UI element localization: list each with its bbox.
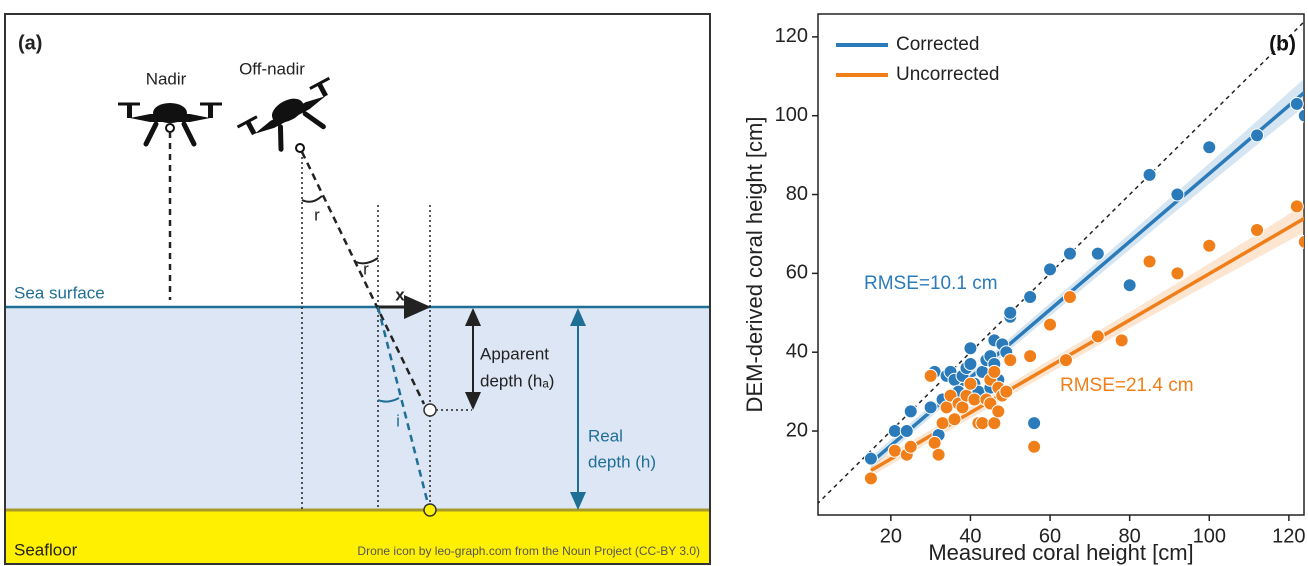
point: [948, 413, 961, 426]
legend-label: Corrected: [896, 34, 979, 55]
panel-label: (b): [1269, 33, 1296, 56]
y-tick-label: 40: [786, 340, 808, 362]
y-tick-label: 60: [786, 262, 808, 284]
point: [900, 425, 913, 438]
point: [1115, 334, 1128, 347]
point: [936, 417, 949, 430]
point: [1171, 188, 1184, 201]
real-depth-label: Real: [588, 426, 623, 445]
point: [1290, 97, 1303, 110]
point: [964, 342, 977, 355]
point: [1203, 141, 1216, 154]
x-tick-label: 120: [1272, 525, 1305, 547]
point: [924, 401, 937, 414]
panel-label: (a): [18, 32, 42, 54]
point: [1044, 263, 1057, 276]
y-tick-label: 100: [775, 104, 808, 126]
diagram-panel: (a) Nadir Off-nadir r r x Sea surface Ap…: [5, 14, 710, 564]
point: [888, 425, 901, 438]
point: [1000, 385, 1013, 398]
x-tick-label: 20: [880, 525, 902, 547]
point: [976, 417, 989, 430]
point: [1004, 354, 1017, 367]
apparent-depth-label: Apparent: [480, 344, 549, 363]
point: [928, 436, 941, 449]
angle-label: r: [314, 205, 320, 224]
point: [956, 401, 969, 414]
point: [904, 440, 917, 453]
point: [1063, 291, 1076, 304]
x-axis-label: Measured coral height [cm]: [928, 540, 1193, 565]
point: [1028, 440, 1041, 453]
point: [932, 448, 945, 461]
real-depth-label: depth (h): [588, 452, 656, 471]
point: [964, 377, 977, 390]
point: [1063, 247, 1076, 260]
point: [924, 369, 937, 382]
water: [6, 307, 709, 510]
x-tick-label: 100: [1193, 525, 1226, 547]
point: [992, 405, 1005, 418]
point: [988, 365, 1001, 378]
point: [1123, 279, 1136, 292]
credit: Drone icon by leo-graph.com from the Nou…: [357, 544, 700, 558]
legend-label: Uncorrected: [896, 64, 1000, 85]
point: [968, 393, 981, 406]
annotation: RMSE=21.4 cm: [1060, 375, 1194, 396]
point: [1091, 330, 1104, 343]
point: [940, 401, 953, 414]
annotation: RMSE=10.1 cm: [864, 273, 998, 294]
point: [864, 452, 877, 465]
camera: [296, 144, 304, 152]
point: [864, 472, 877, 485]
point: [1171, 267, 1184, 280]
angle-label: i: [396, 411, 400, 430]
point: [964, 358, 977, 371]
offset-label: x: [395, 285, 405, 304]
apparent-point: [424, 404, 436, 416]
point: [1091, 247, 1104, 260]
point: [888, 444, 901, 457]
point: [1024, 350, 1037, 363]
y-tick-label: 80: [786, 183, 808, 205]
point: [1290, 200, 1303, 213]
y-axis-label: DEM-derived coral height [cm]: [742, 117, 767, 413]
point: [1298, 109, 1308, 122]
seafloor-label: Seafloor: [14, 540, 78, 559]
point: [1028, 417, 1041, 430]
real-point: [424, 504, 436, 516]
point: [1044, 318, 1057, 331]
sea-surface-label: Sea surface: [14, 283, 105, 302]
point: [1251, 224, 1264, 237]
y-tick-label: 120: [775, 25, 808, 47]
drone-label: Nadir: [146, 69, 187, 88]
point: [904, 405, 917, 418]
y-tick-label: 20: [786, 419, 808, 441]
point: [1143, 168, 1156, 181]
point: [1024, 291, 1037, 304]
angle-label: r: [363, 259, 369, 278]
point: [1298, 235, 1308, 248]
point: [1251, 129, 1264, 142]
figure: (a) Nadir Off-nadir r r x Sea surface Ap…: [0, 0, 1308, 566]
point: [1203, 239, 1216, 252]
point: [1004, 306, 1017, 319]
point: [988, 417, 1001, 430]
point: [1143, 255, 1156, 268]
apparent-depth-label: depth (hₐ): [480, 371, 554, 390]
drone-label: Off-nadir: [239, 59, 305, 78]
point: [1059, 354, 1072, 367]
